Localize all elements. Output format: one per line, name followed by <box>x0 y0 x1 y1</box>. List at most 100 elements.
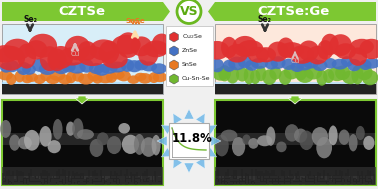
Bar <box>69 179 71 181</box>
Bar <box>96 173 98 185</box>
Bar <box>20 182 23 184</box>
Ellipse shape <box>359 39 378 59</box>
Ellipse shape <box>152 34 172 55</box>
Bar <box>315 177 317 179</box>
Bar <box>134 174 135 185</box>
Bar <box>306 179 308 181</box>
Ellipse shape <box>321 34 339 55</box>
Bar <box>48 174 50 185</box>
Bar <box>10 175 11 185</box>
Bar <box>315 177 316 185</box>
Bar <box>2 181 5 184</box>
Bar <box>218 179 221 182</box>
Bar <box>2 100 163 185</box>
Polygon shape <box>157 136 167 146</box>
Bar <box>141 179 143 182</box>
Ellipse shape <box>251 58 268 69</box>
Bar <box>255 182 257 185</box>
Bar <box>158 176 161 179</box>
Bar <box>281 179 284 181</box>
Bar <box>38 179 39 185</box>
Bar <box>50 176 53 178</box>
Bar <box>305 182 308 185</box>
Bar <box>338 176 341 178</box>
Ellipse shape <box>112 35 141 55</box>
Polygon shape <box>2 2 170 21</box>
Bar <box>336 179 338 181</box>
Polygon shape <box>161 148 172 157</box>
Ellipse shape <box>90 39 117 60</box>
Bar <box>94 170 96 185</box>
Bar <box>60 174 62 185</box>
Bar <box>261 171 262 185</box>
Bar <box>308 182 311 185</box>
Ellipse shape <box>87 70 101 81</box>
Ellipse shape <box>356 64 373 80</box>
Bar <box>255 169 257 185</box>
Bar <box>135 176 138 178</box>
Bar <box>4 179 6 185</box>
Ellipse shape <box>17 44 36 69</box>
Bar <box>295 173 296 185</box>
Bar <box>239 180 240 185</box>
Bar <box>24 182 26 184</box>
Bar <box>233 170 234 185</box>
Bar <box>324 181 326 184</box>
Ellipse shape <box>266 127 276 146</box>
Bar <box>309 171 310 185</box>
Bar <box>305 176 307 185</box>
Ellipse shape <box>149 72 159 83</box>
Ellipse shape <box>296 68 314 83</box>
Ellipse shape <box>335 65 350 80</box>
Bar <box>116 173 118 185</box>
Bar <box>118 175 119 185</box>
Bar <box>155 182 158 184</box>
Bar <box>138 181 140 184</box>
Ellipse shape <box>262 69 277 85</box>
Bar <box>349 177 350 185</box>
Bar <box>60 176 62 179</box>
Ellipse shape <box>221 130 237 142</box>
Bar <box>120 179 122 182</box>
Bar <box>30 179 32 181</box>
Bar <box>36 176 38 178</box>
Bar <box>114 171 116 185</box>
Bar <box>46 171 48 185</box>
Bar <box>231 179 233 181</box>
Ellipse shape <box>39 126 52 147</box>
Ellipse shape <box>295 66 307 81</box>
Bar <box>353 182 356 185</box>
Bar <box>332 182 335 184</box>
Polygon shape <box>170 60 178 70</box>
Bar <box>28 173 29 185</box>
Bar <box>140 179 141 185</box>
Bar <box>359 182 362 185</box>
Ellipse shape <box>205 41 229 60</box>
Ellipse shape <box>221 37 237 58</box>
Bar <box>251 176 254 179</box>
Bar <box>76 172 77 185</box>
Text: CZTSe:Ge: CZTSe:Ge <box>258 5 330 18</box>
Bar <box>241 169 243 185</box>
Bar <box>246 182 248 185</box>
Bar <box>318 179 320 181</box>
Text: SnSe: SnSe <box>125 18 145 24</box>
Bar <box>260 182 263 185</box>
Bar <box>80 173 82 185</box>
Bar <box>72 170 73 185</box>
Ellipse shape <box>349 47 367 66</box>
Ellipse shape <box>339 129 350 145</box>
Bar <box>77 179 80 181</box>
Bar <box>68 182 71 185</box>
Bar <box>87 179 89 181</box>
Bar <box>273 170 274 185</box>
Bar <box>355 179 356 185</box>
Ellipse shape <box>223 60 235 72</box>
Bar <box>152 182 155 184</box>
Bar <box>369 182 371 184</box>
Bar <box>16 170 17 185</box>
Bar <box>240 179 242 181</box>
Text: Cu: Cu <box>290 58 300 64</box>
Bar <box>107 176 110 179</box>
Bar <box>357 179 359 181</box>
